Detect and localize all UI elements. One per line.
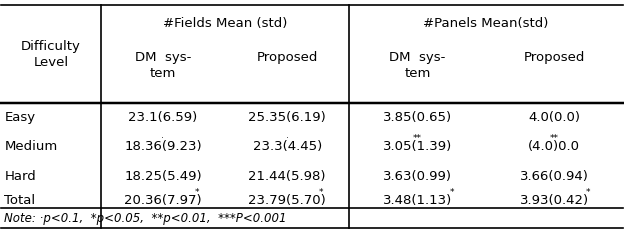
Text: ·: · [162,134,164,143]
Text: 3.05(1.39): 3.05(1.39) [383,140,452,153]
Text: 3.63(0.99): 3.63(0.99) [383,169,452,182]
Text: 3.66(0.94): 3.66(0.94) [520,169,588,182]
Text: 21.44(5.98): 21.44(5.98) [248,169,326,182]
Text: Total: Total [4,193,36,206]
Text: **: ** [413,134,422,143]
Text: (4.0)0.0: (4.0)0.0 [529,140,580,153]
Text: DM  sys-
tem: DM sys- tem [389,51,446,80]
Text: 18.36(9.23): 18.36(9.23) [124,140,202,153]
Text: 3.93(0.42): 3.93(0.42) [520,193,589,206]
Text: #Fields Mean (std): #Fields Mean (std) [163,17,287,30]
Text: #Panels Mean(std): #Panels Mean(std) [423,17,548,30]
Text: 18.36(9.23): 18.36(9.23) [124,140,202,153]
Text: Proposed: Proposed [256,51,318,64]
Text: 3.85(0.65): 3.85(0.65) [383,111,452,124]
Text: 3.48(1.13): 3.48(1.13) [383,193,452,206]
Text: Proposed: Proposed [524,51,585,64]
Text: *: * [319,187,324,196]
Text: *: * [586,187,591,196]
Text: 3.05(1.39): 3.05(1.39) [383,140,452,153]
Text: *: * [449,187,454,196]
Text: 23.79(5.70): 23.79(5.70) [248,193,326,206]
Text: DM  sys-
tem: DM sys- tem [135,51,191,80]
Text: 18.25(5.49): 18.25(5.49) [124,169,202,182]
Text: *: * [195,187,199,196]
Text: 25.35(6.19): 25.35(6.19) [248,111,326,124]
Text: Hard: Hard [4,169,36,182]
Text: Medium: Medium [4,140,58,153]
Text: 23.3(4.45): 23.3(4.45) [253,140,322,153]
Text: ·: · [286,134,288,143]
Text: Note: ·p<0.1,  *p<0.05,  **p<0.01,  ***P<0.001: Note: ·p<0.1, *p<0.05, **p<0.01, ***P<0.… [4,212,287,224]
Text: 23.3(4.45): 23.3(4.45) [253,140,322,153]
Text: **: ** [550,134,558,143]
Text: 4.0(0.0): 4.0(0.0) [529,111,580,124]
Text: (4.0)0.0: (4.0)0.0 [529,140,580,153]
Text: 20.36(7.97): 20.36(7.97) [124,193,202,206]
Text: Difficulty
Level: Difficulty Level [21,40,81,69]
Text: 23.1(6.59): 23.1(6.59) [129,111,198,124]
Text: Easy: Easy [4,111,36,124]
